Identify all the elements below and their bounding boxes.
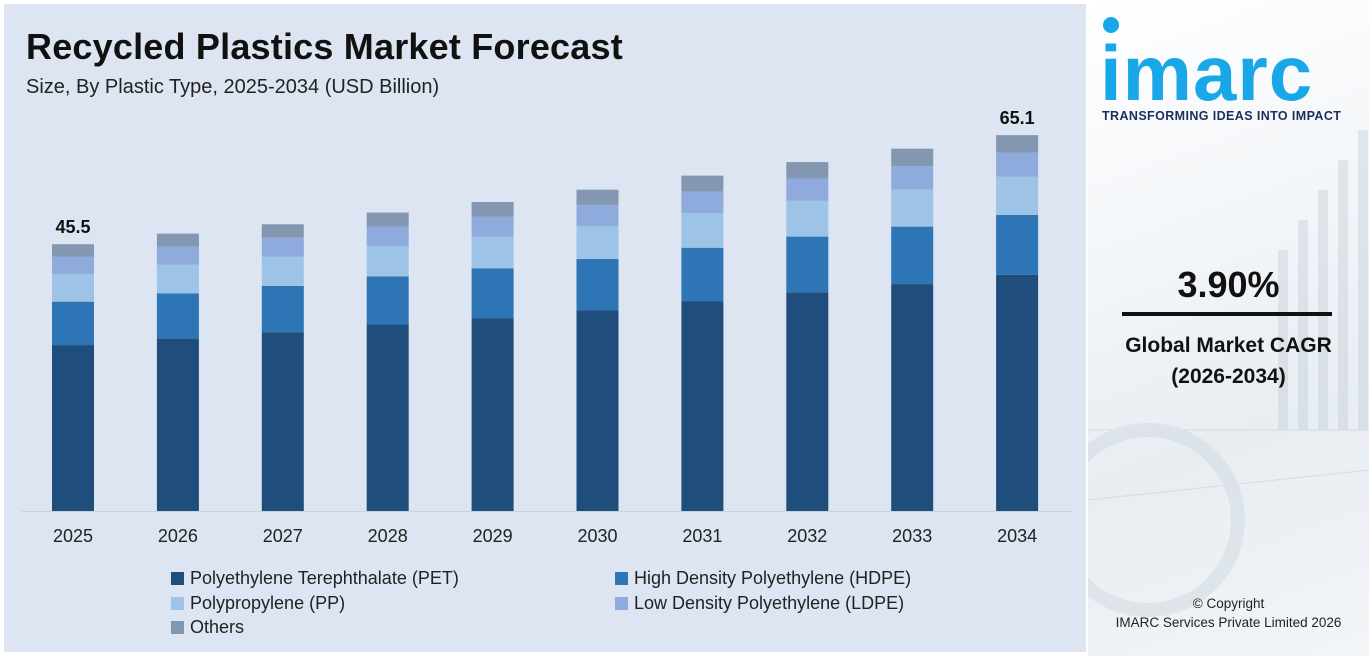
bar-segment-2032-s3 [786, 178, 829, 201]
bar-segment-2025-s0 [52, 345, 94, 511]
bar-segment-2030-s3 [576, 204, 619, 227]
bar-segment-2027-s0 [261, 332, 304, 511]
bar-segment-2028-s1 [366, 276, 409, 325]
logo-dot [1103, 17, 1119, 33]
bar-segment-2030-s0 [576, 310, 619, 511]
bar-segment-2032-s4 [786, 162, 829, 179]
bar-segment-2031-s4 [681, 175, 724, 192]
bar-segment-2029-s4 [471, 201, 514, 217]
total-data-label: 45.5 [55, 217, 90, 237]
bar-segment-2034-s1 [996, 214, 1039, 275]
legend-swatch [615, 572, 628, 585]
total-data-label: 65.1 [1000, 108, 1035, 128]
bar-segment-2031-s0 [681, 301, 724, 511]
imarc-logo: imarc [1100, 29, 1314, 117]
bar-segment-2030-s4 [576, 189, 619, 205]
chart-subtitle: Size, By Plastic Type, 2025-2034 (USD Bi… [26, 76, 440, 98]
chart-title: Recycled Plastics Market Forecast [26, 26, 623, 67]
legend-item-others: Others [171, 617, 244, 638]
legend-item-ldpe: Low Density Polyethylene (LDPE) [615, 593, 904, 614]
bar-segment-2034-s2 [996, 176, 1039, 215]
bar-segment-2027-s1 [261, 285, 304, 333]
bar-segment-2026-s0 [156, 338, 199, 511]
legend-item-hdpe: High Density Polyethylene (HDPE) [615, 568, 911, 589]
bar-segment-2029-s2 [471, 236, 514, 269]
copyright-line1: © Copyright [1192, 596, 1265, 611]
bar-segment-2029-s1 [471, 268, 514, 319]
cagr-label: Global Market CAGR (2026-2034) [1088, 330, 1369, 392]
legend-label: Polyethylene Terephthalate (PET) [190, 568, 459, 588]
legend-item-pp: Polypropylene (PP) [171, 593, 345, 614]
cagr-divider [1122, 312, 1332, 316]
bar-segment-2026-s4 [156, 233, 199, 247]
bar-segment-2026-s3 [156, 246, 199, 265]
x-tick-label: 2027 [263, 526, 303, 546]
legend-label: High Density Polyethylene (HDPE) [634, 568, 912, 588]
background-decoration [1088, 130, 1369, 617]
bar-segment-2034-s0 [996, 274, 1039, 511]
bar-segment-2025-s2 [52, 274, 94, 302]
legend-label: Low Density Polyethylene (LDPE) [634, 593, 905, 613]
legend-swatch [171, 621, 184, 634]
cagr-value: 3.90% [1177, 264, 1280, 305]
bar-segment-2027-s4 [261, 224, 304, 238]
bar-segment-2028-s3 [366, 226, 409, 246]
legend-swatch [615, 597, 628, 610]
bar-segment-2029-s0 [471, 318, 514, 511]
x-tick-label: 2029 [473, 526, 513, 546]
legend-swatch [171, 572, 184, 585]
bar-segment-2033-s2 [891, 189, 934, 227]
x-tick-label: 2031 [682, 526, 722, 546]
bar-segment-2030-s2 [576, 226, 619, 259]
x-tick-label: 2030 [577, 526, 617, 546]
bar-segment-2026-s1 [156, 293, 199, 339]
legend-item-pet: Polyethylene Terephthalate (PET) [171, 568, 459, 589]
bar-segment-2029-s3 [471, 216, 514, 237]
bar-segment-2027-s3 [261, 237, 304, 257]
stacked-bar-chart: 2025 45.5 2026 2027 2028 2029 2030 2031 2032 2033… [22, 108, 1072, 546]
x-tick-label: 2032 [787, 526, 827, 546]
copyright: © Copyright IMARC Services Private Limit… [1088, 594, 1369, 632]
bar-segment-2032-s2 [786, 200, 829, 237]
x-tick-label: 2028 [368, 526, 408, 546]
bar-segment-2034-s4 [996, 135, 1039, 153]
bar-segment-2028-s2 [366, 245, 409, 277]
cagr-label-line2: (2026-2034) [1171, 365, 1286, 388]
bar-segment-2033-s4 [891, 148, 934, 167]
bar-segment-2027-s2 [261, 256, 304, 286]
x-tick-label: 2026 [158, 526, 198, 546]
bar-segment-2031-s2 [681, 213, 724, 248]
bar-segment-2031-s3 [681, 191, 724, 214]
bar-segment-2026-s2 [156, 264, 199, 294]
brand-tagline: TRANSFORMING IDEAS INTO IMPACT [1102, 109, 1342, 123]
bar-segment-2028-s4 [366, 212, 409, 227]
bar-segment-2033-s3 [891, 166, 934, 190]
legend-label: Others [190, 617, 245, 637]
bar-segment-2033-s0 [891, 284, 934, 511]
legend-label: Polypropylene (PP) [190, 593, 346, 613]
side-panel: imarc TRANSFORMING IDEAS INTO IMPACT 3.9… [1088, 0, 1369, 656]
chart-panel: Recycled Plastics Market Forecast Size, … [4, 4, 1086, 652]
x-tick-label: 2025 [53, 526, 93, 546]
legend-swatch [171, 597, 184, 610]
bar-segment-2025-s4 [52, 244, 94, 257]
bar-segment-2034-s3 [996, 152, 1039, 177]
bar-segment-2031-s1 [681, 247, 724, 302]
bar-segment-2032-s1 [786, 236, 829, 293]
x-tick-label: 2033 [892, 526, 932, 546]
bar-segment-2025-s1 [52, 301, 94, 346]
x-tick-label: 2034 [997, 526, 1037, 546]
cagr-label-line1: Global Market CAGR [1125, 334, 1332, 357]
bar-segment-2033-s1 [891, 226, 934, 285]
copyright-line2: IMARC Services Private Limited 2026 [1115, 615, 1342, 630]
bar-segment-2032-s0 [786, 292, 829, 511]
bar-segment-2025-s3 [52, 256, 94, 275]
bar-segment-2028-s0 [366, 324, 409, 511]
bar-segment-2030-s1 [576, 258, 619, 311]
